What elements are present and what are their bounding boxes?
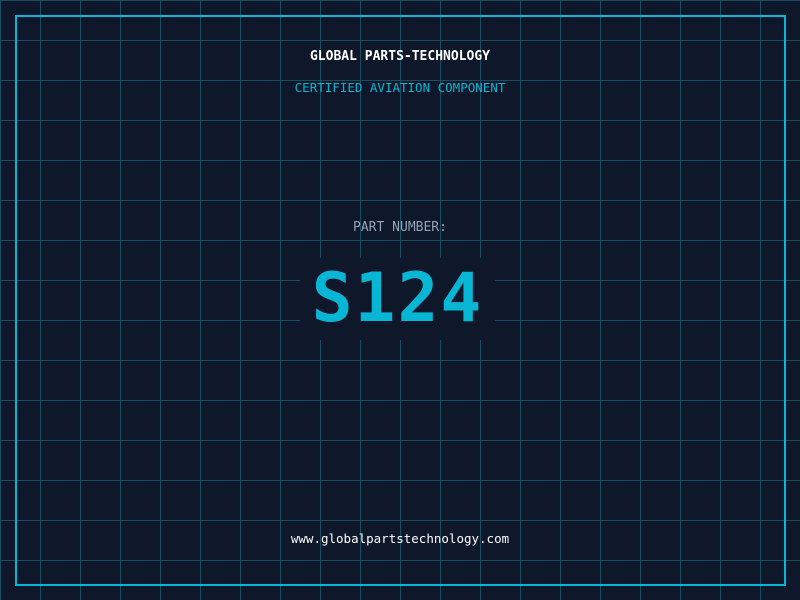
subtitle: CERTIFIED AVIATION COMPONENT — [294, 80, 506, 95]
border-frame — [15, 15, 786, 586]
part-number-value: S124 — [300, 258, 495, 340]
website-text: www.globalpartstechnology.com — [290, 531, 510, 546]
brand-title: GLOBAL PARTS-TECHNOLOGY — [309, 49, 490, 64]
part-number-label: PART NUMBER: — [353, 220, 447, 235]
